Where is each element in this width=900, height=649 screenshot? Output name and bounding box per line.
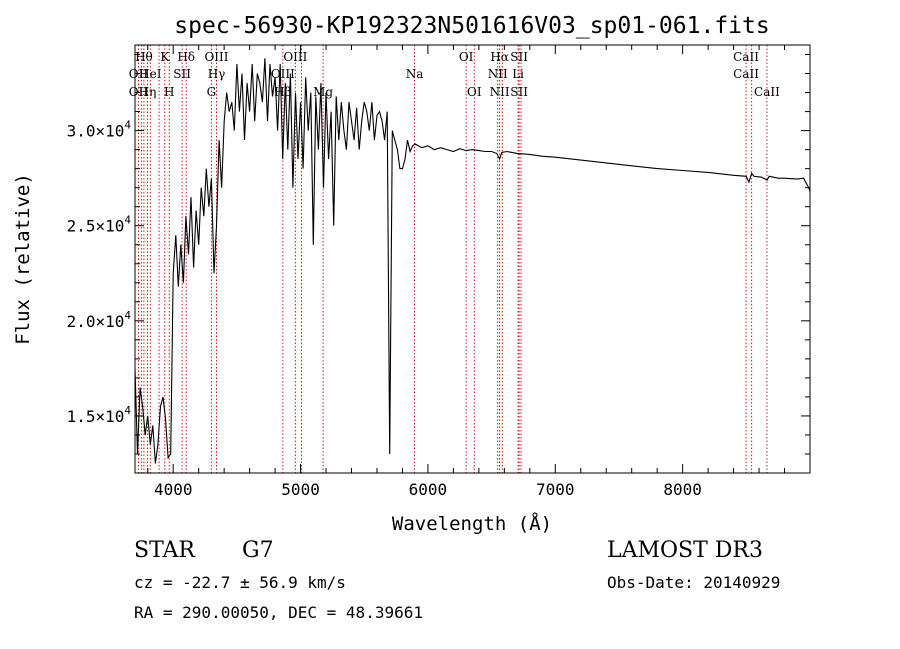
flux-series-line <box>135 58 810 464</box>
line-marker-label: SII <box>510 50 528 64</box>
line-marker-label: CaII <box>733 67 759 81</box>
line-marker-label: G <box>207 85 217 99</box>
obs-date: Obs-Date: 20140929 <box>607 573 781 592</box>
line-marker-label: NII <box>490 85 510 99</box>
line-marker-label: Hδ <box>177 50 195 64</box>
x-tick-label: 6000 <box>409 480 448 499</box>
x-axis-ticks: 4000 5000 6000 7000 8000 <box>147 45 786 499</box>
line-marker-label: Hα <box>490 50 509 64</box>
x-tick-label: 8000 <box>663 480 702 499</box>
y-tick-label: 2.5×104 <box>67 214 132 236</box>
line-marker-label: OIII <box>283 50 307 64</box>
plot-frame <box>134 44 811 474</box>
survey-label: LAMOST DR3 <box>607 538 763 563</box>
line-marker-label: OII <box>129 85 149 99</box>
chart-title: spec-56930-KP192323N501616V03_sp01-061.f… <box>174 13 769 39</box>
line-marker-label: Hβ <box>274 85 291 99</box>
line-marker-label: OI <box>467 85 482 99</box>
object-class: STAR <box>134 538 195 563</box>
line-marker-label: Na <box>406 67 424 81</box>
line-marker-label: K <box>160 50 170 64</box>
line-marker-label: OI <box>459 50 474 64</box>
line-marker-label: H <box>164 85 174 99</box>
line-marker-label: Hη <box>139 85 157 99</box>
line-marker-label: HeI <box>139 67 162 81</box>
line-marker-label: SII <box>510 85 528 99</box>
y-axis-ticks: 1.5×104 2.0×104 2.5×104 3.0×104 <box>67 54 810 455</box>
x-axis-label: Wavelength (Å) <box>392 512 552 535</box>
x-tick-label: 4000 <box>154 480 193 499</box>
line-marker-label: Li <box>512 67 524 81</box>
line-marker-label: CaII <box>733 50 759 64</box>
y-tick-label: 1.5×104 <box>67 404 132 426</box>
line-marker-label: SII <box>173 67 191 81</box>
y-tick-label: 2.0×104 <box>67 309 132 331</box>
y-tick-label: 3.0×104 <box>67 119 132 141</box>
redshift-cz: cz = -22.7 ± 56.9 km/s <box>134 573 346 592</box>
line-marker-label: Hγ <box>208 67 226 81</box>
line-marker-label: NII <box>488 67 508 81</box>
line-marker-label: Hθ <box>135 50 153 64</box>
line-marker-label: Mg <box>313 85 333 99</box>
line-marker-label: OIII <box>271 67 295 81</box>
spectral-subclass: G7 <box>242 538 274 563</box>
x-tick-label: 7000 <box>536 480 575 499</box>
y-axis-label: Flux (relative) <box>12 173 34 345</box>
coordinates: RA = 290.00050, DEC = 48.39661 <box>134 603 423 622</box>
x-tick-label: 5000 <box>281 480 320 499</box>
line-marker-label: CaII <box>754 85 780 99</box>
line-marker-label: OIII <box>204 50 228 64</box>
